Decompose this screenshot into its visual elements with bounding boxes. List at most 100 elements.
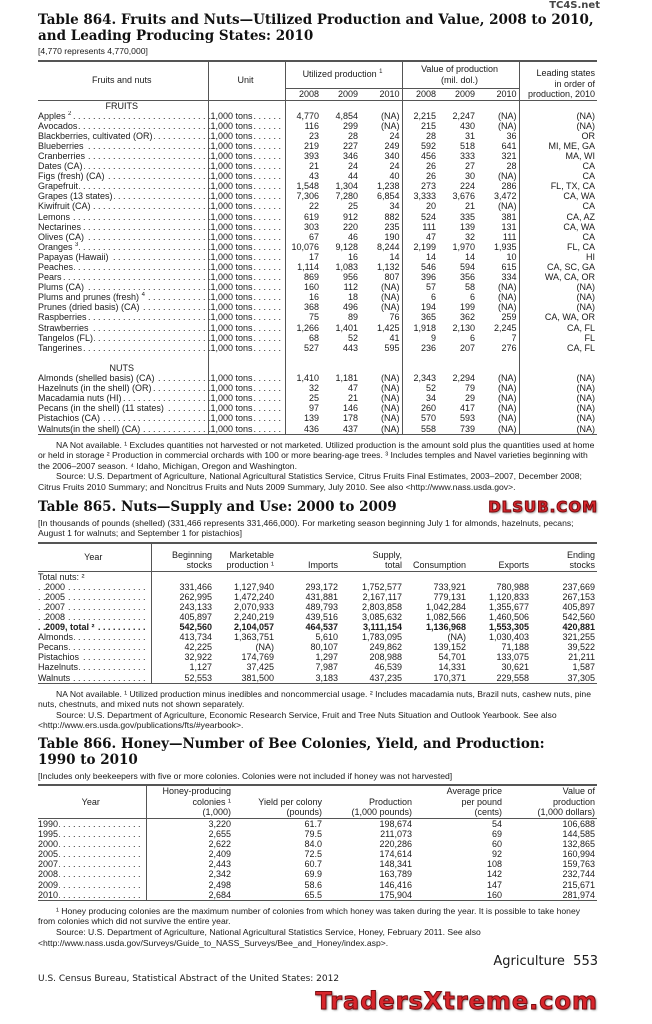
empty-cell bbox=[401, 352, 439, 363]
util-2008: 869 bbox=[284, 272, 321, 283]
row-label: Almonds bbox=[38, 632, 75, 643]
value-2008: 456 bbox=[401, 150, 439, 162]
table-864-title: Table 864. Fruits and Nuts—Utilized Prod… bbox=[38, 12, 598, 44]
item-name: Peaches bbox=[38, 262, 74, 272]
table-865-title-row: Table 865. Nuts—Supply and Use: 2000 to … bbox=[38, 498, 598, 515]
col-header: Value of production (1,000 dollars) bbox=[504, 785, 597, 818]
util-2010: 41 bbox=[389, 332, 400, 343]
util-2010: (NA) bbox=[381, 373, 400, 384]
value-2009: 29 bbox=[465, 393, 476, 404]
value-2009: 32 bbox=[465, 231, 476, 242]
average-price: 108 bbox=[486, 859, 502, 870]
table-row: Pecans (in the shell) (11 states) 1,000 t… bbox=[38, 403, 598, 414]
util-2009: 46 bbox=[347, 231, 358, 242]
header-line bbox=[404, 550, 466, 560]
util-2009: 1,304 bbox=[335, 181, 358, 192]
item-name: Apples bbox=[38, 110, 66, 121]
col-header: Marketable production ¹ bbox=[214, 543, 276, 572]
imports: 7,987 bbox=[315, 662, 338, 673]
unit-cell: 1,000 tons bbox=[207, 312, 285, 323]
util-2010: 595 bbox=[384, 342, 400, 353]
unit-cell: 1,000 tons bbox=[207, 332, 285, 343]
value-2010: (NA) bbox=[498, 302, 517, 313]
empty-cell bbox=[38, 353, 208, 363]
row-label-text: Olives (CA) bbox=[38, 231, 86, 242]
value-2008: 273 bbox=[401, 181, 439, 192]
value-of-production: 232,744 bbox=[562, 869, 595, 880]
title-line-1: Table 864. Fruits and Nuts—Utilized Prod… bbox=[38, 12, 594, 28]
header-line: stocks bbox=[186, 560, 212, 571]
unit-text: 1,000 tons bbox=[210, 413, 254, 424]
util-2008: 43 bbox=[284, 171, 321, 182]
row-label: 1995 bbox=[38, 829, 60, 840]
marketable-production: 381,500 bbox=[241, 672, 274, 683]
item-name: Tangerines bbox=[38, 342, 83, 353]
unit-cell: 1,000 tons bbox=[207, 181, 285, 192]
states-label-3: production, 2010 bbox=[527, 89, 596, 99]
value-2009: 333 bbox=[460, 150, 476, 161]
empty-cell bbox=[207, 100, 285, 111]
table-row: Prunes (dried basis) (CA) 1,000 tons 368 49… bbox=[38, 302, 598, 313]
util-2008: 4,770 bbox=[284, 110, 321, 121]
col-util-2008: 2008 bbox=[284, 88, 321, 101]
value-of-production: 281,974 bbox=[562, 889, 595, 900]
util-2009: 146 bbox=[342, 403, 358, 414]
marketable-production: 37,425 bbox=[246, 662, 274, 673]
util-2009: 25 bbox=[347, 201, 358, 212]
util-2008: 1,548 bbox=[284, 181, 321, 192]
row-label-text: Almonds (shelled basis) (CA) bbox=[38, 373, 156, 384]
value-2010: 259 bbox=[501, 312, 517, 323]
header-line bbox=[38, 787, 144, 797]
table-row: Walnuts 52,553 381,500 3,183 437,235 170,371 2… bbox=[38, 672, 597, 684]
col-header: Exports bbox=[468, 543, 531, 572]
table-865-footnotes: NA Not available. ¹ Utilized production … bbox=[38, 689, 598, 731]
value-2008: 9 bbox=[401, 332, 439, 343]
row-label-text: Lemons bbox=[38, 211, 72, 222]
value-2009: 430 bbox=[460, 120, 476, 131]
item-name: Nectarines bbox=[38, 221, 82, 232]
util-2009: 220 bbox=[342, 221, 358, 232]
header-line bbox=[38, 808, 144, 818]
util-2010: 190 bbox=[384, 231, 400, 242]
empty-cell bbox=[477, 100, 519, 111]
col-util-2009: 2009 bbox=[321, 88, 360, 101]
row-label-text: Grapes (13 states) bbox=[38, 191, 114, 202]
value-2009: 58 bbox=[465, 282, 476, 293]
table-row: Hazelnuts 1,127 37,425 7,987 46,539 14,331 30,… bbox=[38, 662, 597, 673]
value-2009: 2,294 bbox=[452, 373, 476, 384]
row-label: Strawberries bbox=[38, 322, 208, 333]
beginning-stocks: 262,995 bbox=[150, 591, 214, 602]
value-2009: 356 bbox=[460, 272, 476, 283]
value-2009: 362 bbox=[460, 312, 476, 323]
table-865: Year Beginning stocks Marketable production … bbox=[38, 542, 597, 684]
row-label: Blackberries, cultivated (OR) bbox=[38, 130, 208, 141]
unit-cell: 1,000 tons bbox=[207, 221, 285, 232]
marketable-production: 2,104,057 bbox=[233, 622, 274, 633]
table-row: Dates (CA)1,000 tons212424262728CA bbox=[38, 161, 598, 172]
table-row: Pecans 42,225 (NA) 80,107 249,862 139,152 71,1… bbox=[38, 642, 597, 653]
beginning-stocks: 542,560 bbox=[150, 622, 214, 633]
unit-text: 1,000 tons bbox=[210, 383, 254, 394]
value-2008: 20 bbox=[401, 201, 439, 212]
row-label: 2008 bbox=[38, 869, 60, 880]
item-name: Grapes (13 states) bbox=[38, 191, 113, 202]
value-2009: 27 bbox=[465, 161, 476, 172]
col-header: Average price per pound (cents) bbox=[414, 785, 504, 818]
unit-text: 1,000 tons bbox=[210, 393, 254, 404]
average-price: 60 bbox=[491, 839, 502, 850]
exports: 1,553,305 bbox=[488, 622, 529, 633]
footnote-na: NA Not available. ¹ Utilized production … bbox=[38, 688, 591, 710]
table-row: Apples 21,000 tons4,7704,854(NA)2,2152,2… bbox=[38, 110, 598, 121]
marketable-production: 174,769 bbox=[241, 652, 274, 663]
yield-per-colony: 61.7 bbox=[304, 818, 322, 829]
utilized-label: Utilized production bbox=[302, 69, 377, 80]
watermark-tradersxtreme: TradersXtreme.com bbox=[315, 987, 598, 1016]
value-of-production: 215,671 bbox=[562, 879, 595, 890]
header-line: Ending bbox=[566, 549, 595, 560]
row-label-text: Nectarines bbox=[38, 221, 83, 232]
util-2008: 16 bbox=[284, 292, 321, 303]
header-line bbox=[276, 550, 338, 560]
col-header-value: Value of production (mil. dol.) bbox=[401, 60, 520, 89]
